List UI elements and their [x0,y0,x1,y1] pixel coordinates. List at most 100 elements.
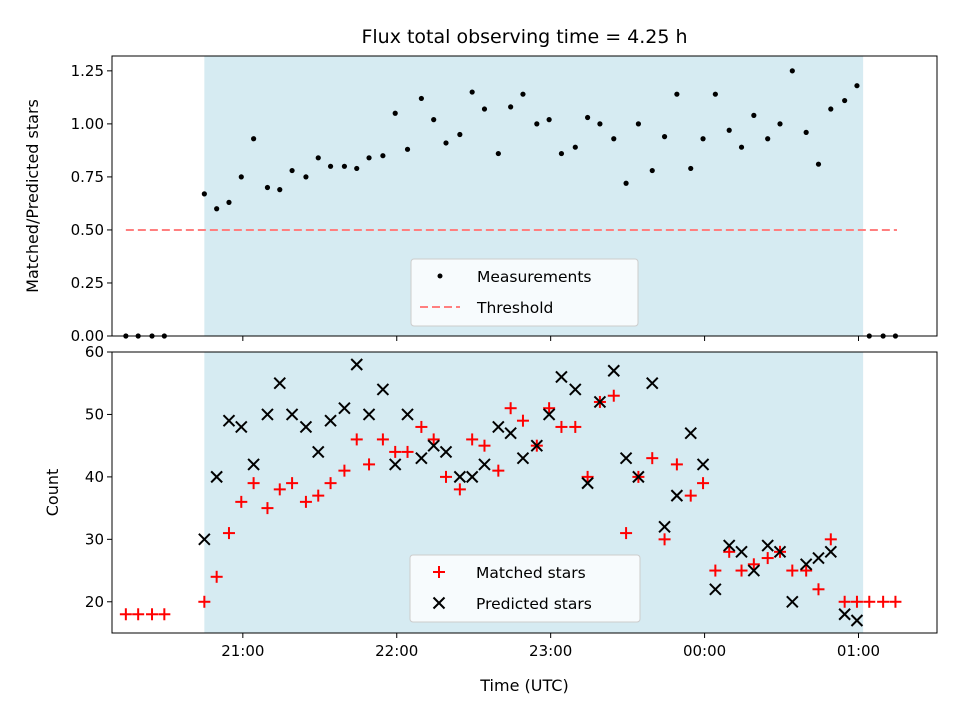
predicted-star-point [210,470,223,484]
measurement-point [597,121,603,127]
predicted-star-point [261,408,274,421]
ratio-legend-box [410,258,639,327]
matched-star-point [889,595,902,608]
matched-star-point [812,583,825,596]
ratio-y-axis-label: Matched/Predicted stars [23,99,42,293]
matched-star-point [132,608,145,621]
predicted-star-point [684,426,697,440]
x-tick-label: 00:00 [683,642,726,660]
predicted-star-point [542,408,556,421]
measurement-point [649,167,655,174]
measurement-point [712,91,718,97]
chart-title: Flux total observing time = 4.25 h [361,26,687,48]
measurement-point [815,161,822,167]
measurement-point [661,134,668,140]
measurement-point [828,106,834,112]
predicted-star-point [516,451,530,465]
legend-label-matched: Matched stars [476,564,586,582]
measurement-point [201,191,207,197]
predicted-star-point [838,608,851,621]
legend-label-threshold: Threshold [476,299,553,317]
predicted-star-point [593,395,607,409]
measurement-point [469,89,475,95]
predicted-star-point [607,364,620,377]
matched-star-point [555,420,568,433]
matched-star-point [877,595,890,608]
matched-star-point [504,402,517,415]
legend-label-measurements: Measurements [477,268,592,286]
measurement-point [392,110,398,116]
measurement-point [572,144,578,150]
legend-label-predicted: Predicted stars [476,595,592,613]
predicted-star-point [709,583,722,596]
measurement-point [431,117,437,123]
ratio-ytick-label: 0.00 [71,327,104,345]
measurement-point [238,174,244,180]
count-panel: 20 30 40 50 60 21:00 22:00 23:00 00:00 01:00 Cou… [43,343,938,695]
matched-star-point [620,527,633,540]
ratio-y-ticks: 0.00 0.25 0.50 0.75 1.00 1.25 [71,62,112,345]
ratio-ytick-label: 0.50 [71,221,104,239]
count-legend-box [409,554,641,623]
measurement-points [123,68,899,339]
predicted-star-point [773,545,787,559]
predicted-star-point [312,445,325,459]
measurement-point [623,180,629,186]
matched-star-point [543,402,556,415]
matched-star-point [684,489,697,502]
predicted-star-point [247,458,260,471]
matched-star-point [247,477,260,490]
measurement-point [303,174,309,180]
measurement-point [585,114,591,121]
predicted-star-point [273,377,286,390]
matched-star-point [478,439,491,452]
count-y-axis-label: Count [43,469,62,517]
measurement-point [777,121,783,127]
predicted-star-point [569,383,582,396]
predicted-star-point [761,539,774,552]
predicted-star-point [324,414,337,427]
predicted-star-point [198,533,211,546]
matched-star-point [697,477,710,490]
matched-star-point [786,564,799,577]
matched-star-point [338,464,351,477]
predicted-star-point [696,458,710,471]
count-points [119,358,902,627]
predicted-star-point [222,414,236,427]
matched-star-point [800,564,813,577]
count-ytick-label: 30 [85,530,104,548]
predicted-star-point [735,545,748,559]
measurement-point [214,206,220,212]
predicted-star-point [581,476,594,490]
legend-marker-matched [433,566,445,578]
time-x-axis-label: Time (UTC) [479,676,568,695]
measurement-point [418,95,424,102]
predicted-star-point [824,545,838,559]
measurement-point [443,140,449,146]
matched-star-point [761,552,774,565]
matched-star-point [389,445,402,458]
measurement-point [611,136,617,142]
predicted-star-point [376,383,390,396]
matched-star-point [273,483,286,496]
matched-star-point [119,608,132,621]
predicted-star-point [439,445,453,459]
matched-star-point [415,420,428,433]
legend-marker-measurements [437,273,443,279]
count-ytick-label: 20 [85,593,104,611]
ratio-ytick-label: 0.25 [71,274,104,292]
predicted-star-point [555,370,568,384]
measurement-point [380,153,386,159]
count-ytick-label: 60 [85,343,104,361]
x-tick-label: 22:00 [375,642,418,660]
matched-star-point [146,608,159,621]
measurement-point [327,163,334,169]
predicted-star-point [299,420,313,434]
matched-star-point [453,483,466,496]
measurement-point [251,136,257,142]
predicted-star-point [465,470,479,484]
matched-star-point [670,458,683,471]
matched-star-point [198,595,211,608]
